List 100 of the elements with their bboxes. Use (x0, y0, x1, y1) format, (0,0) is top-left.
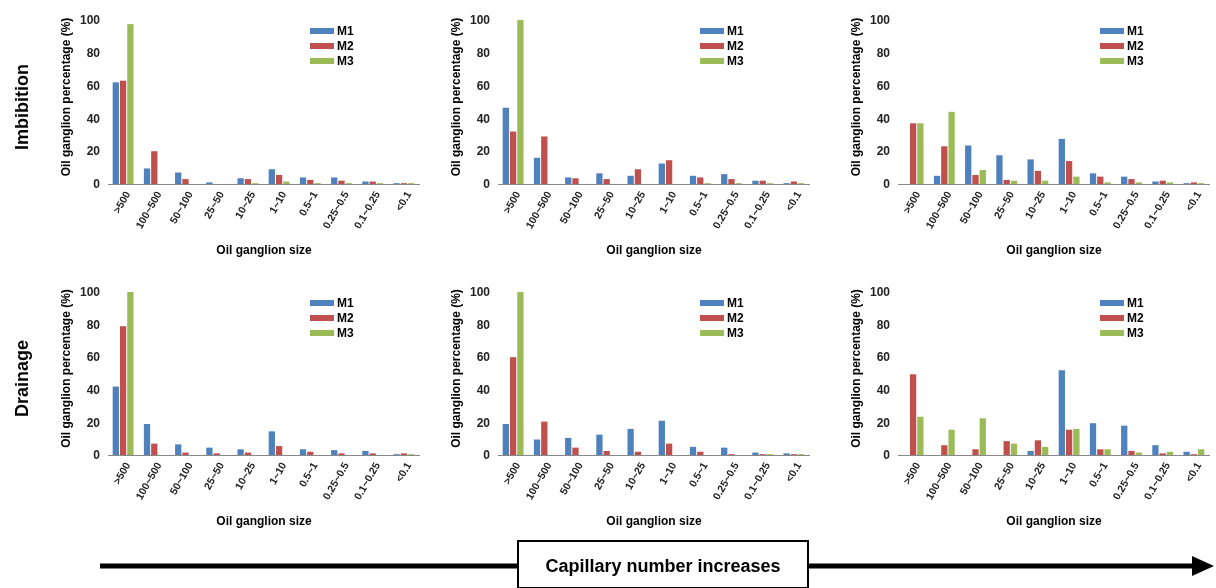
y-tick-label: 100 (79, 285, 101, 300)
bar (1065, 161, 1073, 184)
text: Imbibition (12, 64, 32, 150)
y-tick-label: 0 (883, 177, 891, 192)
bar (721, 447, 728, 455)
bar (175, 172, 182, 184)
bar (1073, 428, 1080, 455)
legend-label: M1 (337, 296, 354, 311)
y-tick-label: 100 (869, 13, 891, 28)
bar (603, 450, 610, 455)
bar (596, 434, 603, 455)
bar (697, 451, 704, 455)
bar (565, 437, 572, 455)
bar (996, 155, 1003, 184)
bar (533, 157, 541, 184)
y-tick-label: 0 (93, 448, 101, 463)
bar (143, 424, 151, 455)
legend-label: M2 (727, 311, 744, 326)
bar (175, 444, 182, 455)
legend-label: M3 (727, 326, 744, 341)
bar (1003, 441, 1010, 455)
bar (1003, 179, 1010, 184)
bar (517, 292, 524, 455)
bar (948, 111, 955, 184)
bar (275, 446, 283, 455)
y-tick-label: 100 (79, 13, 101, 28)
legend-label: M2 (337, 311, 354, 326)
bar (541, 136, 548, 184)
bar (965, 145, 972, 184)
bar (362, 450, 369, 455)
bar (665, 443, 673, 455)
y-tick-label: 40 (476, 383, 491, 397)
bar (502, 107, 509, 184)
bar (572, 178, 579, 184)
bar (112, 82, 119, 184)
y-tick-label: 20 (476, 415, 491, 430)
bar (1089, 173, 1097, 184)
y-tick-label: 20 (476, 144, 491, 159)
bar (909, 374, 917, 455)
bar (979, 170, 986, 184)
bar (1183, 451, 1190, 455)
y-tick-label: 0 (883, 448, 891, 463)
bar (933, 175, 941, 184)
bar (517, 20, 524, 184)
bar (941, 445, 948, 455)
bar (634, 169, 642, 184)
bar (206, 447, 213, 455)
bar (1121, 176, 1128, 184)
y-tick-label: 40 (876, 111, 891, 126)
bar (127, 292, 134, 455)
bar (1034, 440, 1042, 455)
legend-label: M3 (1127, 326, 1144, 341)
bar (151, 151, 158, 184)
bar (1058, 370, 1065, 455)
bar (244, 179, 252, 184)
bar (1198, 449, 1205, 455)
y-tick-label: 80 (476, 46, 491, 60)
bar (979, 418, 986, 455)
bar (603, 179, 610, 184)
text: Capillary number increases (545, 556, 781, 577)
y-tick-label: 60 (876, 350, 891, 365)
bar (1073, 176, 1080, 184)
x-axis-title: Oil ganglion size (606, 243, 702, 257)
bar (1097, 449, 1104, 455)
bar (338, 180, 345, 184)
bar (1104, 449, 1111, 455)
bar (307, 179, 314, 184)
bar (634, 451, 642, 455)
y-tick-label: 40 (476, 111, 491, 126)
y-axis-title: Oil ganglion percentage (%) (849, 289, 863, 448)
bar (596, 173, 603, 184)
y-tick-label: 40 (86, 383, 101, 397)
bar (151, 443, 158, 455)
y-tick-label: 80 (476, 317, 491, 332)
bar (752, 452, 759, 455)
bar (307, 451, 314, 455)
bar (502, 424, 509, 455)
y-tick-label: 60 (876, 78, 891, 93)
bar (112, 386, 119, 455)
bar (972, 174, 979, 184)
bar (1027, 159, 1034, 184)
x-axis-title: Oil ganglion size (606, 514, 702, 528)
bar (237, 449, 244, 455)
y-tick-label: 60 (86, 350, 101, 365)
bar (1097, 176, 1104, 184)
y-tick-label: 60 (476, 350, 491, 365)
bar (972, 449, 979, 455)
legend-label: M1 (1127, 24, 1144, 39)
bar (119, 326, 127, 455)
y-tick-label: 60 (86, 78, 101, 93)
y-tick-label: 0 (483, 448, 491, 463)
bar (509, 357, 517, 455)
y-tick-label: 40 (86, 111, 101, 126)
legend-label: M3 (1127, 54, 1144, 69)
y-tick-label: 100 (469, 13, 491, 28)
bar (1128, 179, 1135, 184)
bar (752, 180, 759, 184)
bar (1027, 450, 1034, 455)
legend-label: M3 (727, 54, 744, 69)
bar (299, 449, 307, 455)
